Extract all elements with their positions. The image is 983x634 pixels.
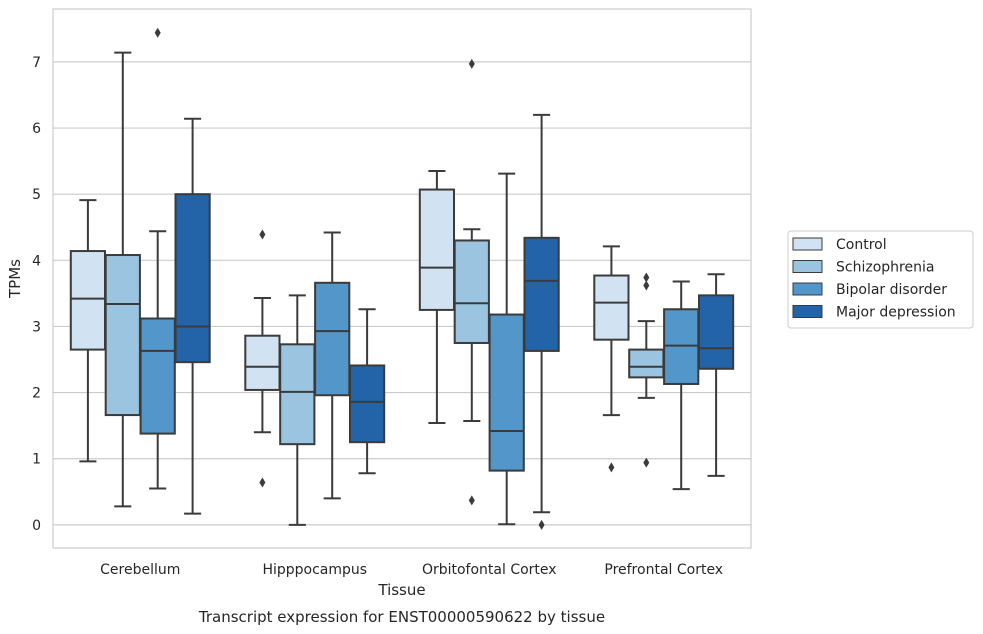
box-iqr <box>104 254 141 417</box>
box-iqr <box>418 188 456 311</box>
box-bipolar-disorder-2 <box>488 172 525 526</box>
legend-entry-label: Major depression <box>836 305 956 321</box>
outlier-point <box>643 272 650 283</box>
y-tick-label: 6 <box>32 121 41 137</box>
box-major-depression-1 <box>348 308 386 475</box>
box-iqr <box>697 294 735 370</box>
y-tick-labels: 0 1 2 3 4 5 6 7 <box>32 55 41 534</box>
box-major-depression-0 <box>174 117 211 515</box>
x-tick-label: Hipppocampus <box>262 562 367 578</box>
box-bipolar-disorder-1 <box>314 231 351 500</box>
box-control-0 <box>69 199 107 463</box>
box-iqr <box>139 317 176 435</box>
box-major-depression-2 <box>523 113 560 530</box>
box-control-3 <box>593 245 630 473</box>
legend-swatch <box>792 305 823 318</box>
box-iqr <box>453 239 490 344</box>
y-tick-label: 0 <box>32 518 41 534</box>
box-control-2 <box>418 170 456 425</box>
outlier-point <box>643 457 650 468</box>
box-schizophrenia-0 <box>104 51 141 508</box>
box-major-depression-3 <box>697 273 735 477</box>
y-tick-label: 1 <box>32 452 41 468</box>
y-tick-label: 4 <box>32 253 41 269</box>
legend-entry-label: Bipolar disorder <box>836 282 947 298</box>
outlier-point <box>608 462 615 473</box>
outlier-point <box>468 58 475 69</box>
legend-swatch <box>792 282 823 296</box>
legend-entry-label: Schizophrenia <box>836 260 934 276</box>
outlier-point <box>468 495 475 506</box>
outlier-point <box>538 519 545 530</box>
box-iqr <box>244 334 281 391</box>
box-iqr <box>69 250 107 351</box>
outlier-point <box>154 27 161 38</box>
x-tick-label: Prefrontal Cortex <box>604 562 723 578</box>
plot-area-frame <box>52 8 752 549</box>
x-tick-label: Orbitofontal Cortex <box>422 562 557 578</box>
y-tick-label: 3 <box>32 319 41 335</box>
box-schizophrenia-1 <box>279 294 316 526</box>
box-schizophrenia-2 <box>453 58 490 506</box>
box-bipolar-disorder-3 <box>663 280 700 491</box>
legend-entry-label: Control <box>836 237 887 253</box>
y-tick-label: 5 <box>32 187 41 203</box>
box-iqr <box>314 281 351 397</box>
y-axis-label: TPMs <box>6 259 24 299</box>
box-iqr <box>348 364 386 444</box>
x-tick-labels: Cerebellum Hipppocampus Orbitofontal Corte… <box>100 562 723 578</box>
x-axis-label: Tissue <box>377 581 425 599</box>
box-iqr <box>174 193 211 364</box>
legend-frame <box>787 230 974 329</box>
legend: Control Schizophrenia Bipolar disorder Majo… <box>787 230 974 329</box>
box-iqr <box>593 274 630 341</box>
outlier-point <box>259 477 266 488</box>
x-tick-label: Cerebellum <box>100 562 180 578</box>
box-control-1 <box>244 229 281 488</box>
outlier-point <box>643 280 650 291</box>
box-series-group <box>69 27 735 530</box>
chart-caption: Transcript expression for ENST0000059062… <box>198 608 605 626</box>
box-iqr <box>279 343 316 446</box>
legend-swatch <box>792 260 823 273</box>
box-iqr <box>628 348 665 379</box>
box-bipolar-disorder-0 <box>139 27 176 490</box>
y-tick-label: 2 <box>32 386 41 402</box>
outlier-point <box>259 229 266 240</box>
box-iqr <box>488 313 525 472</box>
box-iqr <box>523 236 560 352</box>
y-tick-label: 7 <box>32 55 41 71</box>
legend-swatch <box>792 237 823 251</box>
